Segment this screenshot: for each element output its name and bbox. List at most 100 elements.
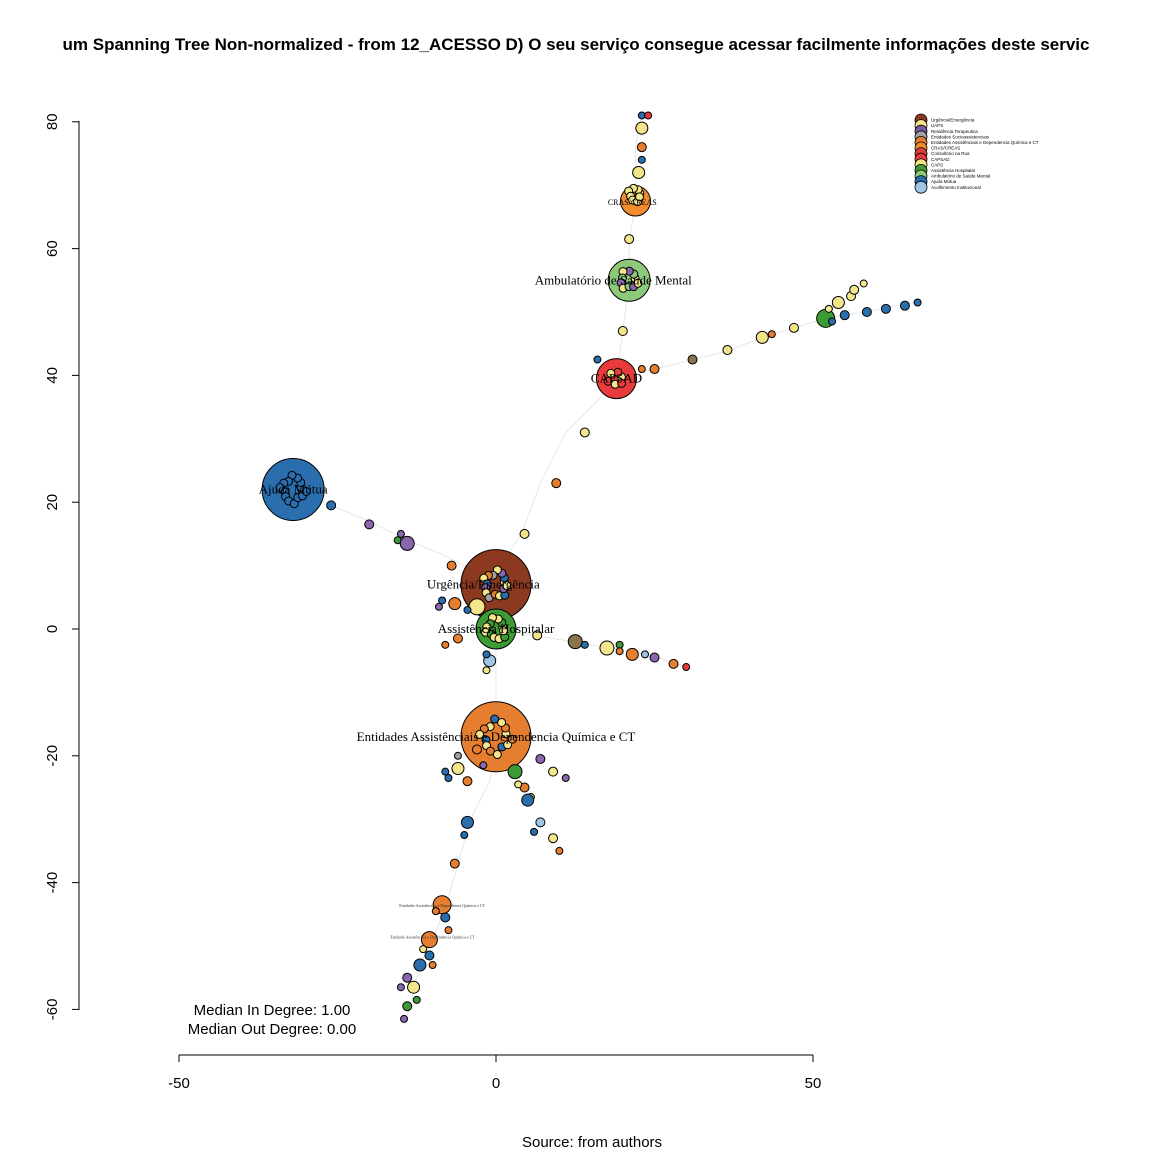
network-node [453, 751, 462, 760]
legend-label: Entidades Assistênciais e Dependencia Qu… [931, 140, 1039, 145]
network-node [899, 300, 910, 311]
network-node [579, 427, 590, 438]
network-node [755, 330, 769, 344]
network-node [399, 535, 415, 551]
network-node [548, 766, 559, 777]
hub-node [595, 358, 637, 400]
network-node [482, 666, 491, 675]
cluster-node [502, 581, 512, 591]
legend-label: Ajuda Mútua [931, 179, 957, 184]
network-node [649, 652, 660, 663]
network-node [479, 761, 488, 770]
network-node [482, 650, 491, 659]
network-node [402, 1001, 413, 1012]
network-node [635, 121, 649, 135]
legend-label: Assistência Hospitalar [931, 168, 976, 173]
hub-node [460, 701, 532, 773]
network-node [624, 234, 635, 245]
network-node [413, 958, 427, 972]
network-node [412, 995, 421, 1004]
cluster-node [606, 368, 616, 378]
network-node [449, 858, 460, 869]
network-node [625, 647, 639, 661]
y-tick-label: -60 [44, 999, 61, 1021]
network-edge [616, 115, 643, 379]
cluster-node [499, 626, 509, 636]
x-tick-label: -50 [168, 1075, 190, 1092]
network-node [535, 817, 546, 828]
network-node [451, 761, 465, 775]
cluster-node [617, 378, 627, 388]
network-node [828, 317, 837, 326]
network-node [561, 773, 570, 782]
y-tick-label: 40 [44, 367, 61, 384]
network-node [599, 640, 615, 656]
y-tick-label: 0 [44, 625, 61, 633]
network-node [555, 846, 564, 855]
network-node [859, 279, 868, 288]
network-nodes [261, 111, 922, 1023]
network-node [468, 598, 486, 616]
network-node [824, 304, 833, 313]
network-labels: Urgência/Emergência Entidades Assistência… [259, 198, 693, 939]
x-axis: -50 0 50 [168, 1054, 821, 1092]
hub-label: CAPSAD [591, 371, 642, 386]
network-node [448, 597, 462, 611]
hub-node [607, 258, 651, 302]
node-label: Entidade Assistênciais e Dependencia Quí… [390, 934, 475, 939]
median-in-degree: Median In Degree: 1.00 [194, 1002, 351, 1019]
cluster-node [485, 746, 495, 756]
network-node [649, 364, 660, 375]
network-node [548, 833, 559, 844]
network-node [636, 142, 647, 153]
network-node [396, 983, 405, 992]
network-node [593, 355, 602, 364]
hub-label: Urgência/Emergência [427, 577, 540, 592]
y-tick-label: 80 [44, 113, 61, 130]
network-node [419, 945, 428, 954]
network-node [913, 298, 922, 307]
network-node [444, 773, 453, 782]
network-node [767, 330, 776, 339]
network-node [434, 602, 443, 611]
network-node [407, 980, 421, 994]
hub-label: Ajuda Mútua [259, 482, 328, 497]
hub-label: Assistência Hospitalar [438, 621, 555, 636]
network-node [535, 753, 546, 764]
cluster-node [497, 717, 507, 727]
legend-label: Urgência/Emergência [931, 118, 975, 123]
network-node [831, 295, 845, 309]
legend-label: CAPS [931, 162, 943, 167]
network-node [519, 528, 530, 539]
y-axis: 80 60 40 20 0 -20 -40 -60 [44, 113, 80, 1021]
network-node [580, 640, 589, 649]
network-node [551, 478, 562, 489]
y-tick-label: -20 [44, 745, 61, 767]
y-tick-label: 20 [44, 494, 61, 511]
network-node [861, 307, 872, 317]
legend-label: UAPS [931, 123, 943, 128]
network-node [632, 166, 646, 180]
hub-node [261, 458, 325, 522]
network-node [637, 155, 646, 164]
legend-swatch [914, 180, 928, 194]
legend-label: CAPSAD [931, 157, 950, 162]
network-node [446, 560, 457, 571]
network-node [530, 827, 539, 836]
network-node [428, 961, 437, 970]
hub-label: Entidades Assistênciais e Dependencia Qu… [357, 729, 636, 744]
legend-label: CRAS/CREAS [931, 146, 960, 151]
hub-label: Ambulatório de Saúde Mental [535, 272, 692, 287]
network-node [514, 780, 523, 789]
network-node [682, 663, 691, 672]
network-node [460, 831, 469, 840]
network-node [839, 310, 850, 321]
network-node [431, 907, 440, 916]
network-node [617, 326, 628, 337]
network-node [567, 634, 583, 650]
network-node [460, 815, 474, 829]
cluster-node [633, 278, 643, 288]
legend-label: Entidades Socioassistenciais [931, 134, 990, 139]
hub-label: CRAS/CREAS [608, 198, 657, 207]
network-node [463, 605, 472, 614]
